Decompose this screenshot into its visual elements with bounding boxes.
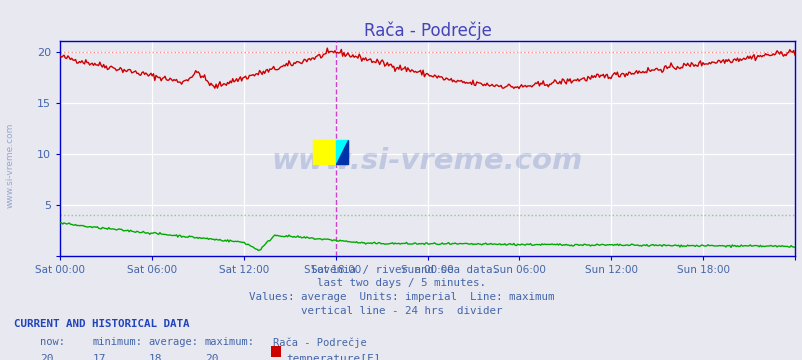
Title: Rača - Podrečje: Rača - Podrečje: [363, 21, 491, 40]
Text: last two days / 5 minutes.: last two days / 5 minutes.: [317, 278, 485, 288]
Text: temperature[F]: temperature[F]: [286, 354, 380, 360]
Text: now:: now:: [40, 337, 65, 347]
Text: www.si-vreme.com: www.si-vreme.com: [6, 123, 15, 208]
Text: Rača - Podrečje: Rača - Podrečje: [273, 337, 367, 348]
Text: 20: 20: [40, 354, 54, 360]
Text: Values: average  Units: imperial  Line: maximum: Values: average Units: imperial Line: ma…: [249, 292, 553, 302]
Text: CURRENT AND HISTORICAL DATA: CURRENT AND HISTORICAL DATA: [14, 319, 190, 329]
Text: 17: 17: [92, 354, 106, 360]
Text: 18: 18: [148, 354, 162, 360]
Polygon shape: [336, 140, 347, 164]
Text: Slovenia / river and sea data.: Slovenia / river and sea data.: [304, 265, 498, 275]
Text: www.si-vreme.com: www.si-vreme.com: [272, 147, 582, 175]
Text: minimum:: minimum:: [92, 337, 142, 347]
Text: average:: average:: [148, 337, 198, 347]
Text: maximum:: maximum:: [205, 337, 254, 347]
Text: 20: 20: [205, 354, 218, 360]
Text: vertical line - 24 hrs  divider: vertical line - 24 hrs divider: [301, 306, 501, 316]
